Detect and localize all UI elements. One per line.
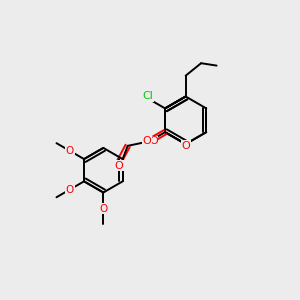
Text: O: O bbox=[181, 140, 190, 151]
Text: O: O bbox=[115, 161, 123, 171]
Text: O: O bbox=[99, 204, 107, 214]
Text: O: O bbox=[66, 146, 74, 156]
Text: O: O bbox=[149, 136, 158, 146]
Text: O: O bbox=[66, 184, 74, 194]
Text: Cl: Cl bbox=[142, 91, 153, 101]
Text: O: O bbox=[142, 136, 151, 146]
